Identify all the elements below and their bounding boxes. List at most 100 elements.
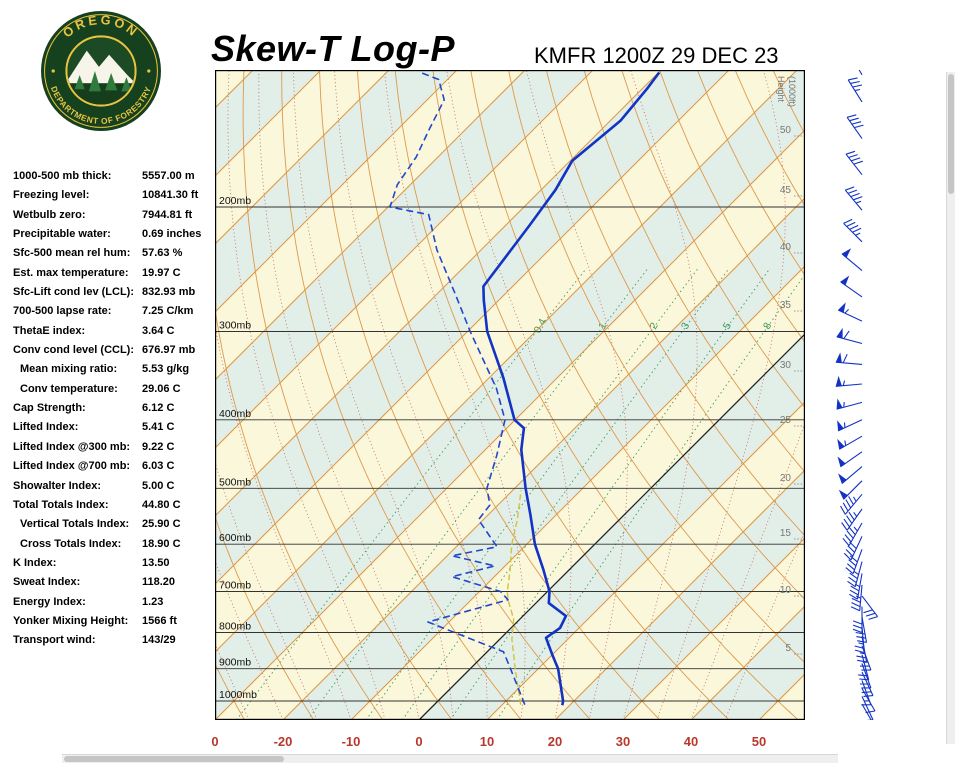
index-value: 18.90 C — [142, 537, 181, 550]
index-label: Transport wind: — [13, 634, 96, 647]
index-label: Conv cond level (CCL): — [13, 344, 135, 357]
horizontal-scrollbar-thumb[interactable] — [64, 756, 284, 762]
svg-text:Height: Height — [776, 76, 786, 103]
svg-text:35: 35 — [780, 300, 792, 311]
index-label: Cross Totals Index: — [20, 537, 122, 550]
svg-text:1000mb: 1000mb — [219, 689, 257, 701]
svg-text:40: 40 — [780, 242, 792, 253]
wind-barb-column — [835, 70, 879, 720]
index-row: Precipitable water: 0.69 inches — [13, 225, 219, 244]
index-value: 5557.00 m — [142, 170, 195, 182]
svg-text:300mb: 300mb — [219, 320, 251, 332]
index-label: Lifted Index: — [13, 421, 79, 434]
svg-text:50: 50 — [780, 125, 792, 136]
svg-text:500mb: 500mb — [219, 476, 251, 488]
logo-tree-icon — [121, 77, 132, 92]
svg-text:5: 5 — [721, 320, 734, 331]
temp-axis-label: 0 — [415, 734, 423, 749]
index-value: 1.23 — [142, 595, 164, 608]
index-label: 700-500 lapse rate: — [13, 305, 112, 318]
index-label: Cap Strength: — [13, 402, 86, 415]
index-row: 700-500 lapse rate: 7.25 C/km — [13, 302, 219, 321]
odf-logo-graphic: OREGON DEPARTMENT OF FORESTRY — [41, 11, 161, 131]
index-label: Sweat Index: — [13, 576, 81, 589]
index-value: 19.97 C — [142, 266, 181, 279]
index-value: 9.22 C — [142, 440, 175, 453]
vertical-scrollbar-thumb[interactable] — [948, 74, 954, 194]
index-row: Sfc-500 mean rel hum: 57.63 % — [13, 244, 219, 263]
index-value: 10841.30 ft — [142, 189, 199, 202]
index-label: ThetaE index: — [13, 324, 86, 337]
index-value: 13.50 — [142, 556, 170, 569]
svg-text:2: 2 — [647, 320, 660, 331]
index-value: 5.53 g/kg — [142, 363, 190, 376]
index-row: Mean mixing ratio: 5.53 g/kg — [13, 360, 219, 379]
index-value: 6.12 C — [142, 402, 175, 415]
svg-text:(1000ft): (1000ft) — [787, 76, 797, 107]
index-value: 6.03 C — [142, 460, 175, 473]
index-value: 29.06 C — [142, 382, 181, 395]
horizontal-scrollbar[interactable] — [62, 754, 838, 763]
station-datetime: KMFR 1200Z 29 DEC 23 — [534, 43, 779, 68]
index-row: Cross Totals Index: 18.90 C — [13, 535, 219, 554]
index-value: 832.93 mb — [142, 286, 196, 299]
logo-star-left — [51, 69, 55, 73]
index-row: Sfc-Lift cond lev (LCL): 832.93 mb — [13, 283, 219, 302]
page-title: Skew-T Log-P — [211, 28, 456, 69]
svg-text:400mb: 400mb — [219, 408, 251, 420]
index-row: ThetaE index: 3.64 C — [13, 322, 219, 341]
indices-panel: 1000-500 mb thick: 5557.00 m Freezing leve… — [13, 167, 219, 651]
index-value: 118.20 — [142, 576, 176, 589]
svg-text:700mb: 700mb — [219, 580, 251, 592]
temp-axis-label: 50 — [751, 734, 767, 749]
index-row: K Index: 13.50 — [13, 554, 219, 573]
index-row: Vertical Totals Index: 25.90 C — [13, 515, 219, 534]
svg-text:1: 1 — [596, 320, 609, 331]
index-row: Conv cond level (CCL): 676.97 mb — [13, 341, 219, 360]
temp-axis-label: -20 — [273, 734, 293, 749]
svg-text:3: 3 — [679, 320, 692, 331]
index-label: Est. max temperature: — [13, 266, 129, 279]
index-label: Vertical Totals Index: — [20, 518, 130, 531]
index-label: Sfc-Lift cond lev (LCL): — [13, 286, 134, 299]
index-row: Cap Strength: 6.12 C — [13, 399, 219, 418]
index-row: Lifted Index @300 mb: 9.22 C — [13, 438, 219, 457]
vertical-scrollbar[interactable] — [946, 72, 955, 744]
temp-axis-label: 40 — [683, 734, 699, 749]
logo-mountain — [67, 50, 135, 86]
index-label: Showalter Index: — [13, 479, 102, 492]
svg-text:600mb: 600mb — [219, 532, 251, 544]
index-label: Yonker Mixing Height: — [13, 614, 129, 627]
temp-axis-label: 20 — [547, 734, 563, 749]
index-value: 0.69 inches — [142, 228, 202, 241]
index-value: 25.90 C — [142, 518, 181, 531]
index-row: Sweat Index: 118.20 — [13, 573, 219, 592]
index-row: Yonker Mixing Height: 1566 ft — [13, 612, 219, 631]
temp-axis-label: -10 — [341, 734, 361, 749]
index-label: Lifted Index @300 mb: — [13, 440, 131, 453]
index-label: Conv temperature: — [20, 382, 118, 395]
index-row: Lifted Index: 5.41 C — [13, 418, 219, 437]
index-row: Total Totals Index: 44.80 C — [13, 496, 219, 515]
svg-text:800mb: 800mb — [219, 621, 251, 633]
temp-axis-label: 10 — [479, 734, 495, 749]
index-row: Showalter Index: 5.00 C — [13, 477, 219, 496]
index-row: Freezing level: 10841.30 ft — [13, 186, 219, 205]
index-value: 5.00 C — [142, 479, 175, 492]
svg-text:30: 30 — [780, 360, 792, 371]
index-row: Lifted Index @700 mb: 6.03 C — [13, 457, 219, 476]
svg-text:8: 8 — [761, 320, 774, 331]
index-row: 1000-500 mb thick: 5557.00 m — [13, 167, 219, 186]
index-row: Wetbulb zero: 7944.81 ft — [13, 206, 219, 225]
odf-logo: OREGON DEPARTMENT OF FORESTRY — [40, 10, 162, 137]
index-label: Total Totals Index: — [13, 498, 109, 511]
index-label: Lifted Index @700 mb: — [13, 460, 131, 473]
svg-text:200mb: 200mb — [219, 195, 251, 207]
svg-text:25: 25 — [780, 415, 792, 426]
svg-text:45: 45 — [780, 185, 792, 196]
index-value: 44.80 C — [142, 498, 181, 511]
temp-axis-label: 30 — [615, 734, 631, 749]
index-label: K Index: — [13, 556, 57, 569]
logo-tree-icon — [105, 73, 118, 91]
index-row: Conv temperature: 29.06 C — [13, 380, 219, 399]
